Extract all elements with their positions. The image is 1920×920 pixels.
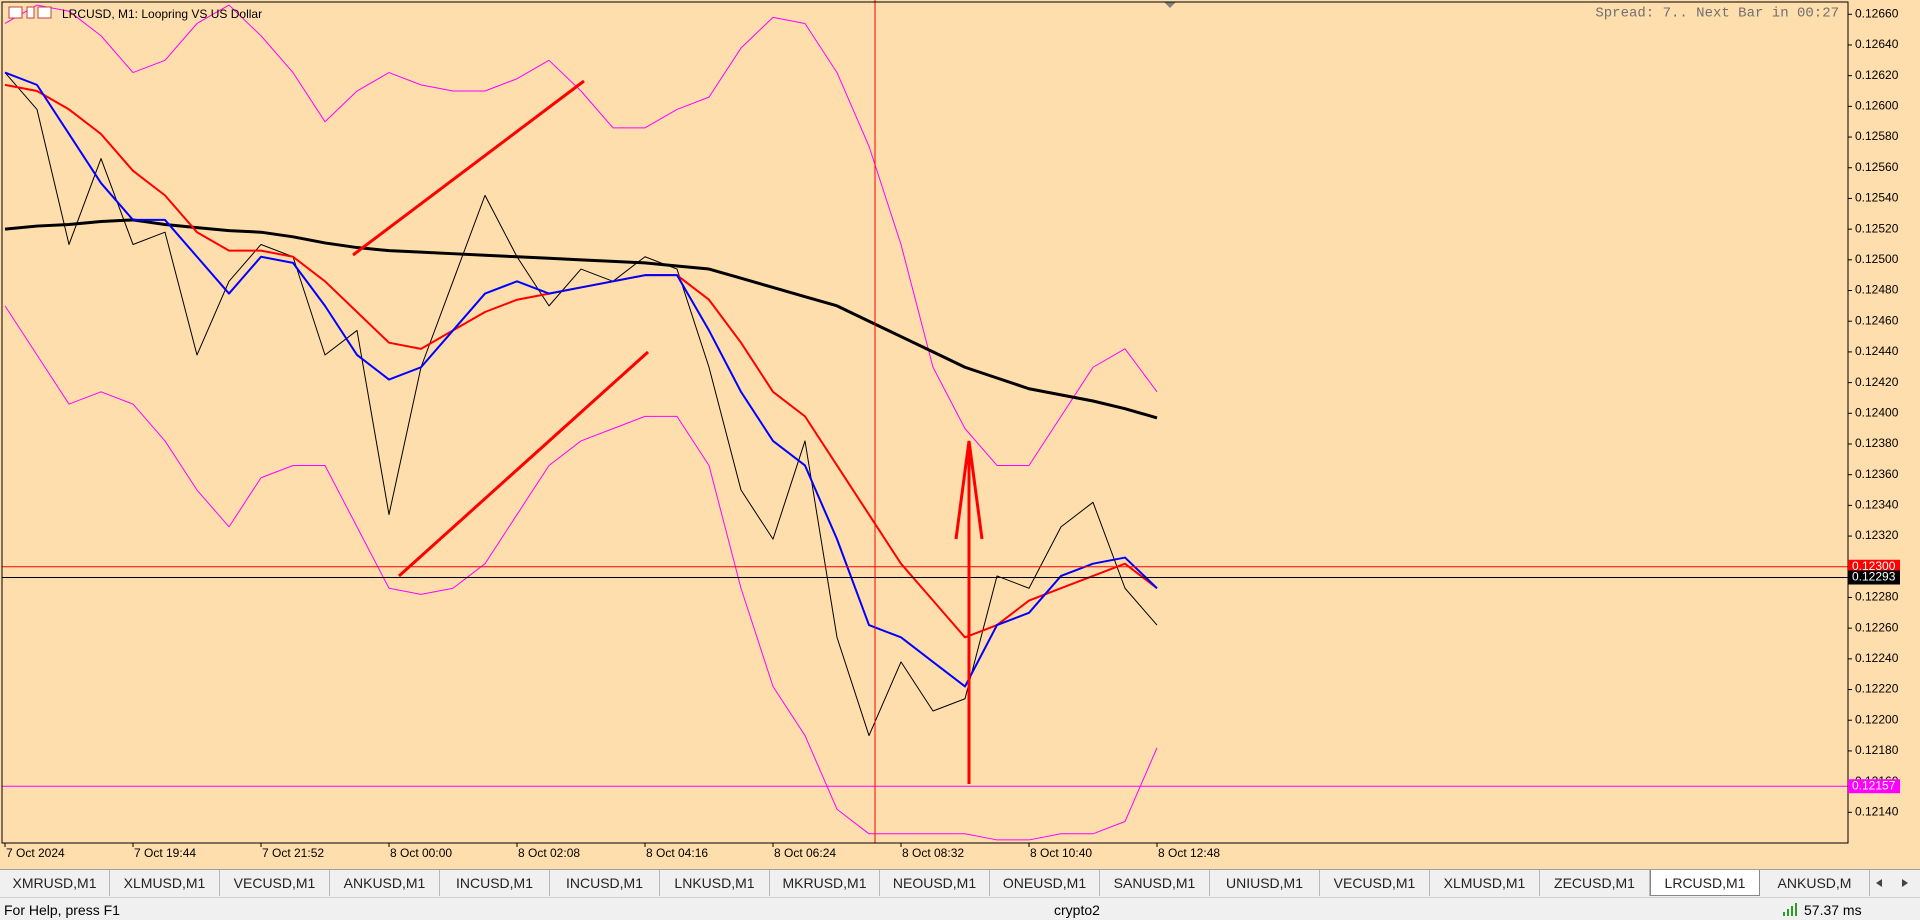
x-tick-label: 8 Oct 08:32 (902, 846, 964, 860)
y-tick-label: 0.12380 (1855, 436, 1899, 450)
icon[interactable] (8, 6, 23, 19)
shift-marker[interactable] (1164, 2, 1176, 8)
chart-tab[interactable]: XLMUSD,M1 (1430, 870, 1540, 896)
y-tick-label: 0.12560 (1855, 160, 1899, 174)
price-line (4, 72, 1158, 737)
plot-frame (1, 1, 1849, 844)
chart: LRCUSD, M1: Loopring VS US Dollar Spread… (0, 0, 1920, 869)
y-tick-label: 0.12620 (1855, 68, 1899, 82)
y-tick-label: 0.12260 (1855, 620, 1899, 634)
trend-line[interactable] (352, 79, 585, 257)
x-tick-label: 7 Oct 2024 (6, 846, 65, 860)
y-tick-label: 0.12400 (1855, 405, 1899, 419)
y-tick-label: 0.12220 (1855, 682, 1899, 696)
status-help: For Help, press F1 (4, 902, 120, 918)
y-tick-label: 0.12320 (1855, 528, 1899, 542)
spread-info: Spread: 7.. Next Bar in 00:27 (1595, 6, 1839, 22)
y-tick-label: 0.12340 (1855, 498, 1899, 512)
chart-tab[interactable]: VECUSD,M1 (220, 870, 330, 896)
price-tag (1848, 570, 1900, 585)
y-tick-label: 0.12600 (1855, 99, 1899, 113)
y-tick-label: 0.12520 (1855, 221, 1899, 235)
scroll-right[interactable] (1902, 879, 1908, 887)
y-tick-label: 0.12180 (1855, 743, 1899, 757)
price-tag-label: 0.12293 (1852, 570, 1896, 584)
y-tick-label: 0.12480 (1855, 283, 1899, 297)
chart-tab[interactable]: ONEUSD,M1 (990, 870, 1100, 896)
y-tick-label: 0.12240 (1855, 651, 1899, 665)
price-tag (1848, 559, 1900, 574)
chart-tab[interactable]: XLMUSD,M1 (110, 870, 220, 896)
scroll-left[interactable] (1876, 879, 1882, 887)
tab-bar: XMRUSD,M1 XLMUSD,M1 VECUSD,M1 ANKUSD,M1 INCU… (0, 869, 1920, 897)
status-bar: For Help, press F1 crypto2 57.37 ms (0, 897, 1920, 920)
y-tick-label: 0.12660 (1855, 6, 1899, 20)
chart-tab[interactable]: ZECUSD,M1 (1540, 870, 1650, 896)
y-tick-label: 0.12460 (1855, 313, 1899, 327)
icon[interactable] (37, 6, 52, 19)
chart-tab[interactable]: SANUSD,M1 (1100, 870, 1210, 896)
x-tick-label: 8 Oct 02:08 (518, 846, 580, 860)
price-tag-label: 0.12300 (1852, 559, 1896, 573)
y-tick-label: 0.12360 (1855, 467, 1899, 481)
icon[interactable] (26, 6, 35, 19)
x-tick-label: 8 Oct 10:40 (1030, 846, 1092, 860)
chart-tab[interactable]: UNIUSD,M1 (1210, 870, 1320, 896)
trend-line[interactable] (397, 350, 650, 578)
y-tick-label: 0.12640 (1855, 37, 1899, 51)
drawn-objects (352, 0, 984, 843)
x-tick-label: 8 Oct 12:48 (1158, 846, 1220, 860)
chart-tab[interactable]: LRCUSD,M1 (1650, 870, 1760, 896)
y-tick-label: 0.12420 (1855, 375, 1899, 389)
chart-tab[interactable]: INCUSD,M1 (550, 870, 660, 896)
chart-title: LRCUSD, M1: Loopring VS US Dollar (62, 7, 262, 21)
price-line (4, 305, 1158, 841)
y-tick-label: 0.12280 (1855, 590, 1899, 604)
y-tick-label: 0.12540 (1855, 191, 1899, 205)
chart-tab[interactable]: MKRUSD,M1 (770, 870, 880, 896)
x-tick-label: 8 Oct 06:24 (774, 846, 836, 860)
price-line (4, 4, 1158, 466)
x-tick-label: 8 Oct 00:00 (390, 846, 452, 860)
signal-icon (1783, 903, 1797, 916)
status-profile: crypto2 (1054, 902, 1100, 918)
y-tick-label: 0.12500 (1855, 252, 1899, 266)
x-tick-label: 7 Oct 19:44 (134, 846, 196, 860)
chart-icons (8, 2, 1176, 19)
price-tag (1848, 779, 1900, 794)
y-tick-label: 0.12440 (1855, 344, 1899, 358)
chart-tab[interactable]: XMRUSD,M1 (0, 870, 110, 896)
chart-tab[interactable]: LNKUSD,M1 (660, 870, 770, 896)
tab-scroll (1876, 879, 1908, 887)
y-tick-label: 0.12200 (1855, 712, 1899, 726)
x-tick-label: 7 Oct 21:52 (262, 846, 324, 860)
status-ping: 57.37 ms (1804, 902, 1862, 918)
chart-tab[interactable]: ANKUSD,M (1760, 870, 1870, 896)
chart-tab[interactable]: NEOUSD,M1 (880, 870, 990, 896)
chart-tab[interactable]: ANKUSD,M1 (330, 870, 440, 896)
price-tag-label: 0.12157 (1852, 778, 1896, 792)
price-line (4, 71, 1158, 688)
y-tick-label: 0.12140 (1855, 804, 1899, 818)
chart-tab[interactable]: VECUSD,M1 (1320, 870, 1430, 896)
chart-tab[interactable]: INCUSD,M1 (440, 870, 550, 896)
y-tick-label: 0.12580 (1855, 129, 1899, 143)
x-tick-label: 8 Oct 04:16 (646, 846, 708, 860)
chart-background (0, 0, 1920, 869)
arrow-head[interactable] (954, 440, 984, 540)
price-line (4, 218, 1158, 420)
